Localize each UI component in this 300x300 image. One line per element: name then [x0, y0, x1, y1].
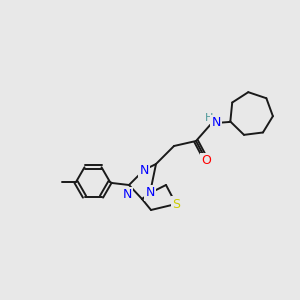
Text: N: N: [122, 188, 132, 202]
Text: O: O: [201, 154, 211, 167]
Text: N: N: [139, 164, 149, 176]
Text: N: N: [211, 116, 221, 130]
Text: N: N: [145, 187, 155, 200]
Text: S: S: [172, 197, 180, 211]
Text: H: H: [205, 113, 213, 123]
